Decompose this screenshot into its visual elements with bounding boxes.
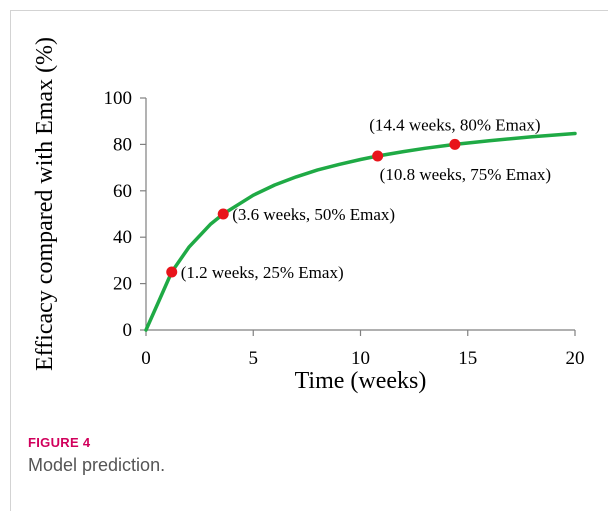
data-point-label: (14.4 weeks, 80% Emax) [369, 115, 540, 134]
data-point-label: (10.8 weeks, 75% Emax) [380, 165, 551, 184]
efficacy-chart: 0 20 40 60 80 100 0 5 10 15 20 (1.2 weeks, 25% Ema… [32, 37, 585, 394]
efficacy-curve [144, 131, 577, 332]
y-tick-label: 0 [123, 320, 133, 341]
x-tick-label: 15 [458, 348, 477, 369]
data-point-label: (1.2 weeks, 25% Emax) [181, 263, 344, 282]
data-point-marker [166, 266, 178, 278]
y-tick-label: 100 [104, 88, 133, 109]
figure-caption: Model prediction. [28, 455, 166, 475]
x-tick-label: 10 [351, 348, 370, 369]
y-axis-title: Efficacy compared with Emax (%) [32, 37, 58, 371]
figure-label: FIGURE 4 [28, 435, 91, 450]
y-tick-label: 60 [113, 181, 132, 202]
data-point-marker [217, 208, 229, 220]
data-point-label: (3.6 weeks, 50% Emax) [232, 205, 395, 224]
x-tick-label: 0 [141, 348, 151, 369]
x-tick-label: 5 [249, 348, 259, 369]
y-tick-label: 20 [113, 274, 132, 295]
chart-annotations: (1.2 weeks, 25% Emax) (3.6 weeks, 50% Ema… [181, 115, 551, 282]
chart-ticks: 0 20 40 60 80 100 0 5 10 15 20 [104, 88, 585, 369]
figure-frame [10, 10, 608, 511]
y-tick-label: 40 [113, 227, 132, 248]
chart-markers [166, 138, 461, 278]
data-point-marker [372, 150, 384, 162]
data-point-marker [449, 138, 461, 150]
x-tick-label: 20 [566, 348, 585, 369]
x-axis-title: Time (weeks) [295, 368, 427, 394]
y-tick-label: 80 [113, 134, 132, 155]
